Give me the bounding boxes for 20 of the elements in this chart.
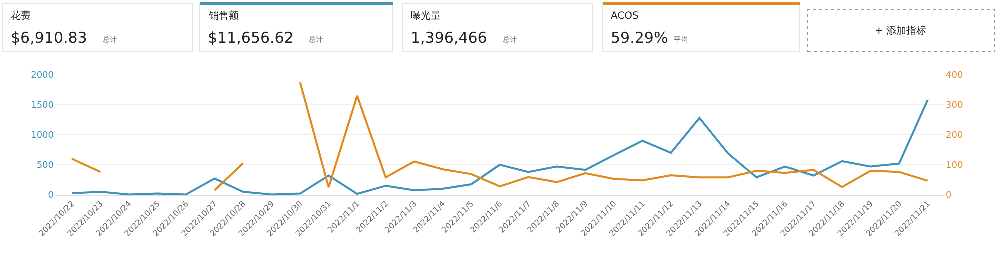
text: 59.29% — [611, 29, 668, 47]
y-tick-label: 1500 — [31, 101, 54, 112]
y-tick-label: 0 — [48, 191, 54, 202]
text: ACOS — [611, 11, 639, 22]
y2-tick-label: 400 — [946, 71, 964, 82]
y-tick-label: 2000 — [31, 71, 54, 82]
y2-tick-label: 100 — [946, 161, 964, 172]
text: $6,910.83 — [11, 29, 88, 47]
y2-tick-label: 0 — [946, 191, 952, 202]
y2-tick-label: 300 — [946, 101, 964, 112]
y-tick-label: 1000 — [31, 131, 54, 142]
text: 1,396,466 — [411, 29, 488, 47]
text: $11,656.62 — [208, 29, 294, 47]
text: + 添加指标 — [875, 25, 927, 37]
y-tick-label: 500 — [36, 161, 54, 172]
text: 曝光量 — [411, 10, 441, 22]
text: 花费 — [11, 10, 31, 22]
y2-tick-label: 200 — [946, 131, 964, 142]
text: 销售额 — [208, 10, 239, 22]
line-series — [71, 99, 929, 195]
